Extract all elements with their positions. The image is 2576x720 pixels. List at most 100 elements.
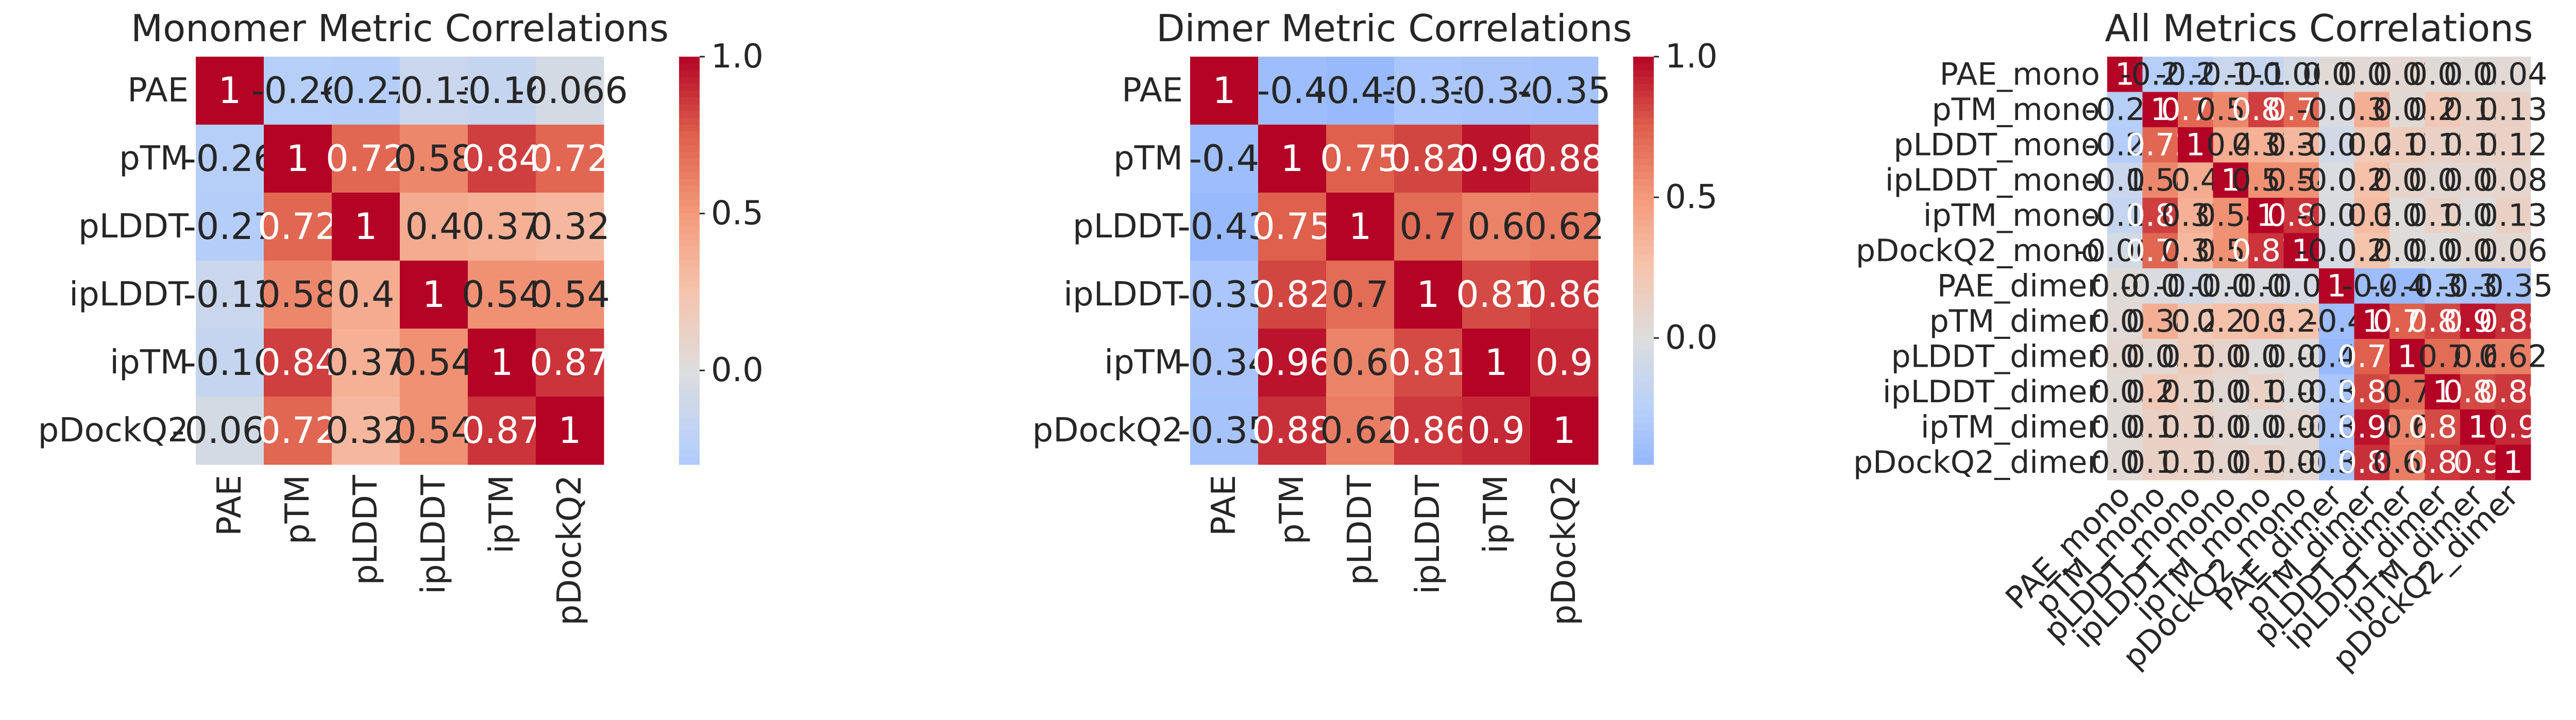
- heatmap-cell: [468, 397, 536, 465]
- colorbar-segment: [679, 308, 700, 316]
- colorbar-segment: [1633, 349, 1654, 356]
- colorbar-segment: [1633, 403, 1654, 410]
- heatmap-cell: [2495, 162, 2531, 198]
- heatmap-cell: [2178, 127, 2213, 163]
- y-tick-label: PAE_dimer: [1937, 268, 2100, 304]
- heatmap-cell: [2495, 303, 2531, 339]
- heatmap-cell: [2142, 233, 2178, 269]
- heatmap-cell: [2178, 233, 2213, 269]
- colorbar-segment: [679, 261, 700, 268]
- colorbar-segment: [1633, 77, 1654, 84]
- colorbar-segment: [1633, 117, 1654, 125]
- cell-annotation: 0.54: [394, 409, 474, 452]
- heatmap-cell: [332, 261, 400, 329]
- colorbar-segment: [1633, 165, 1654, 173]
- heatmap-cell: [400, 329, 468, 397]
- x-tick-label: ipLDDT: [1409, 474, 1447, 594]
- cell-annotation: 0.62: [1320, 409, 1400, 452]
- colorbar-segment: [1633, 437, 1654, 444]
- colorbar-segment: [679, 193, 700, 200]
- heatmap-cell: [2425, 303, 2461, 339]
- heatmap-cell: [2213, 303, 2249, 339]
- cell-annotation: -0.16: [183, 341, 276, 384]
- heatmap-cell: [1258, 261, 1327, 329]
- colorbar-segment: [1633, 193, 1654, 200]
- y-tick-label: ipTM: [110, 344, 189, 382]
- cell-annotation: 0.84: [258, 341, 338, 384]
- heatmap-cell: [2248, 127, 2284, 163]
- cell-annotation: -0.13: [387, 70, 480, 112]
- y-tick-label: pDockQ2: [1032, 412, 1183, 450]
- y-tick-label: ipTM_mono: [1923, 197, 2100, 233]
- heatmap-cell: [2248, 162, 2284, 198]
- heatmap-cell: [2248, 233, 2284, 269]
- colorbar-segment: [679, 131, 700, 139]
- heatmap-cell: [468, 329, 536, 397]
- colorbar-segment: [1633, 444, 1654, 452]
- heatmap-cell: [468, 125, 536, 193]
- cell-annotation: -0.066: [512, 70, 628, 112]
- heatmap-cell: [2142, 303, 2178, 339]
- heatmap-cell: [2213, 268, 2249, 304]
- heatmap-cell: [2460, 303, 2496, 339]
- colorbar-segment: [1633, 308, 1654, 316]
- heatmap-cell: [2495, 57, 2531, 92]
- cell-annotation: 0.62: [1524, 205, 1604, 248]
- colorbar-segment: [1633, 227, 1654, 234]
- heatmap-cell: [2283, 409, 2319, 445]
- colorbar-segment: [679, 179, 700, 186]
- heatmap-cell: [2107, 162, 2143, 198]
- heatmap-cell: [468, 193, 536, 261]
- cell-annotation: 0.37: [462, 205, 542, 248]
- colorbar-tick-label: 0.0: [711, 351, 764, 389]
- colorbar-segment: [679, 355, 700, 363]
- colorbar-segment: [1633, 383, 1654, 390]
- colorbar-segment: [1633, 410, 1654, 418]
- heatmap-cell: [1462, 125, 1531, 193]
- cell-annotation: 0.04: [2479, 56, 2548, 92]
- heatmap-cell: [1258, 125, 1327, 193]
- heatmap-cell: [1258, 329, 1327, 397]
- heatmap-cell: [1462, 261, 1531, 329]
- cell-annotation: -0.26: [183, 138, 276, 180]
- cell-annotation: 0.58: [394, 138, 474, 180]
- cell-annotation: 0.6: [2383, 409, 2432, 445]
- heatmap-cell: [2248, 303, 2284, 339]
- heatmap-cell: [2248, 198, 2284, 233]
- heatmap-cell: [2283, 303, 2319, 339]
- heatmap-cell: [2283, 162, 2319, 198]
- colorbar-segment: [1633, 131, 1654, 139]
- cell-annotation: -0.26: [251, 70, 344, 112]
- colorbar-segment: [679, 281, 700, 288]
- heatmap-cell: [400, 261, 468, 329]
- heatmap-cell: [2319, 268, 2354, 304]
- heatmap-cell: [400, 125, 468, 193]
- colorbar-segment: [1633, 417, 1654, 424]
- heatmap-cell: [1394, 397, 1463, 465]
- heatmap-cell: [2354, 339, 2390, 374]
- colorbar-segment: [1633, 179, 1654, 186]
- heatmap-cell: [332, 57, 400, 125]
- heatmap-cell: [2213, 409, 2249, 445]
- heatmap-cell: [196, 261, 264, 329]
- heatmap-cell: [1326, 125, 1395, 193]
- heatmap-cell: [536, 125, 604, 193]
- colorbar-segment: [1633, 206, 1654, 214]
- heatmap-cell: [1462, 57, 1531, 125]
- y-tick-label: pTM: [1113, 140, 1183, 178]
- heatmap-cell: [1190, 329, 1259, 397]
- cell-annotation: 1: [422, 273, 446, 316]
- cell-annotation: 0.75: [1252, 205, 1332, 248]
- heatmap-cell: [2389, 268, 2425, 304]
- heatmap-cell: [2460, 268, 2496, 304]
- heatmap-cell: [2389, 374, 2425, 410]
- colorbar-segment: [679, 301, 700, 308]
- heatmap-cell: [2319, 57, 2354, 92]
- cell-annotation: 0.3: [2347, 197, 2396, 233]
- colorbar-segment: [679, 369, 700, 376]
- cell-annotation: -0.4: [1189, 138, 1260, 180]
- colorbar-segment: [679, 57, 700, 64]
- heatmap-cell: [2319, 409, 2354, 445]
- cell-annotation: 0.88: [1524, 138, 1604, 180]
- heatmap-cell: [1326, 397, 1395, 465]
